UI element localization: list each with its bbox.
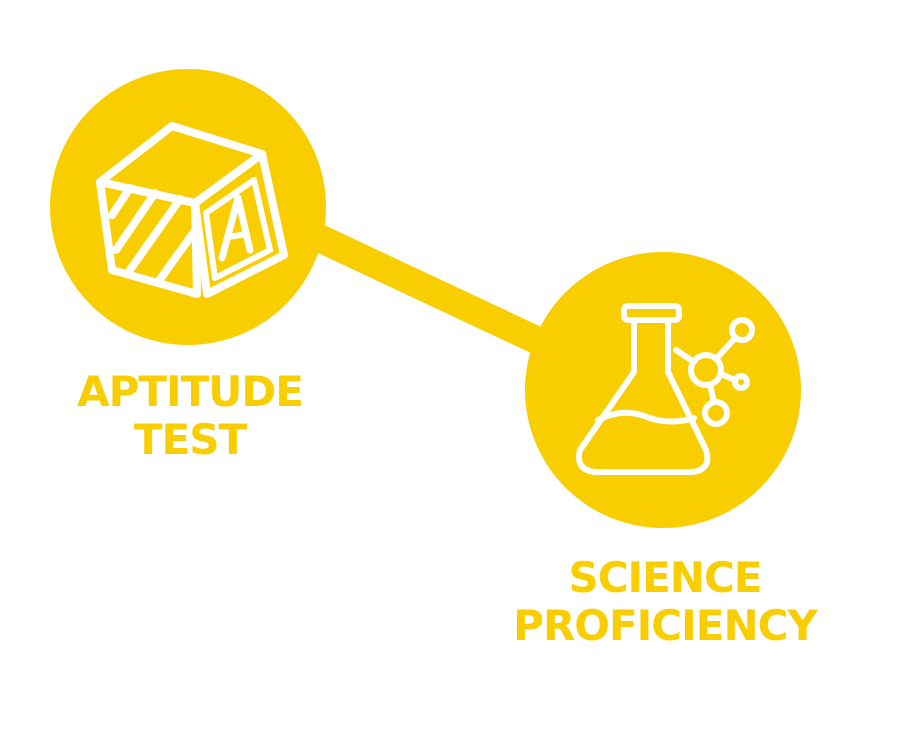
node-label-line: TEST: [133, 415, 247, 464]
chemistry-flask-icon: [576, 303, 755, 475]
node-circle-aptitude: [50, 69, 326, 345]
alphabet-block-icon: [96, 122, 288, 298]
node-label-line: SCIENCE: [568, 553, 762, 602]
node-label-science: SCIENCE PROFICIENCY: [480, 554, 850, 650]
node-label-line: APTITUDE: [77, 367, 304, 416]
node-label-line: PROFICIENCY: [513, 601, 818, 650]
node-circle-science: [525, 252, 801, 528]
node-label-aptitude: APTITUDE TEST: [40, 368, 340, 464]
